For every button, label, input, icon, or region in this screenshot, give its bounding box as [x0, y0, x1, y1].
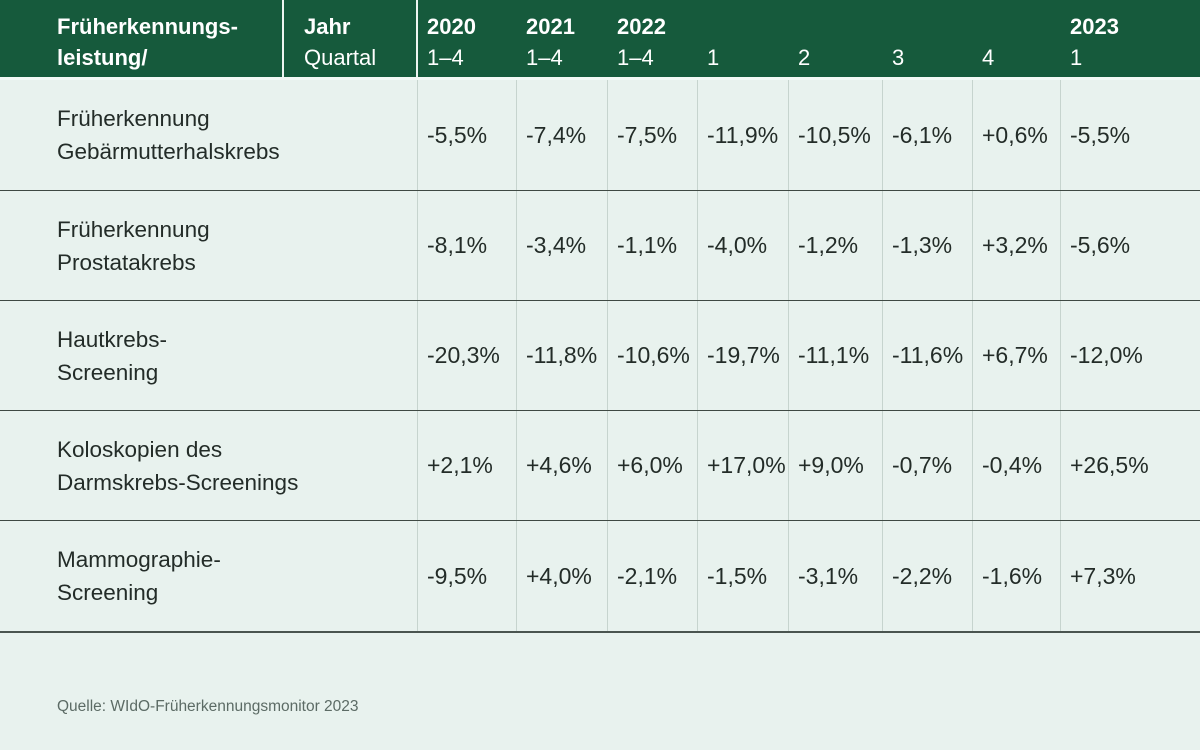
value-cell: -11,8%	[516, 301, 607, 410]
row-label: Hautkrebs- Screening	[0, 301, 417, 410]
source-note: Quelle: WIdO-Früherkennungsmonitor 2023	[57, 698, 359, 715]
header-divider-2	[416, 0, 418, 77]
table-row: Früherkennung Prostatakrebs -8,1% -3,4% -1,1…	[0, 190, 1200, 300]
year-label: 2020	[427, 14, 476, 39]
value-cell: -1,3%	[882, 191, 972, 300]
value-cell: +9,0%	[788, 411, 882, 520]
row-label: Mammographie- Screening	[0, 521, 417, 631]
value-cell: -7,5%	[607, 80, 697, 190]
header-jahr-label: Jahr	[304, 14, 351, 39]
quarter-label: 1–4	[526, 45, 563, 70]
row-label-line: Screening	[57, 580, 159, 605]
quarter-label: 1–4	[617, 45, 654, 70]
year-label	[892, 11, 972, 42]
header-leistung-line1: Früherkennungs-	[57, 14, 238, 39]
value-cell: -11,9%	[697, 80, 788, 190]
quarter-label: 3	[892, 45, 905, 70]
value-cell: -10,6%	[607, 301, 697, 410]
row-label: Früherkennung Prostatakrebs	[0, 191, 417, 300]
table-body: Früherkennung Gebärmutterhalskrebs -5,5% -7…	[0, 80, 1200, 633]
value-cell: -5,5%	[1060, 80, 1200, 190]
row-label-line: Früherkennung	[57, 216, 210, 242]
quarter-label: 1	[707, 45, 720, 70]
value-cell: -11,1%	[788, 301, 882, 410]
header-period-cell: 2022 1–4	[607, 0, 697, 77]
year-label: 2021	[526, 14, 575, 39]
value-cell: -9,5%	[417, 521, 516, 631]
value-cell: -0,7%	[882, 411, 972, 520]
header-divider-1	[282, 0, 284, 77]
header-period-cell: 4	[972, 0, 1060, 77]
row-label-line: Darmskrebs-Screenings	[57, 469, 299, 495]
value-cell: +17,0%	[697, 411, 788, 520]
table-row: Koloskopien des Darmskrebs-Screenings +2,1…	[0, 410, 1200, 520]
value-cell: -2,2%	[882, 521, 972, 631]
header-leistung-line2: leistung/	[57, 45, 148, 70]
quarter-label: 1	[1070, 45, 1083, 70]
value-cell: +0,6%	[972, 80, 1060, 190]
value-cell: -6,1%	[882, 80, 972, 190]
year-label	[707, 11, 788, 42]
row-label-line: Prostatakrebs	[57, 249, 196, 275]
header-quartal-label: Quartal	[304, 45, 377, 70]
year-label: 2023	[1070, 14, 1119, 39]
table-row: Früherkennung Gebärmutterhalskrebs -5,5% -7…	[0, 80, 1200, 190]
year-label	[798, 11, 882, 42]
header-period-cell: 2023 1	[1060, 0, 1200, 77]
value-cell: -19,7%	[697, 301, 788, 410]
value-cell: -3,4%	[516, 191, 607, 300]
header-period-cell: 1	[697, 0, 788, 77]
value-cell: -20,3%	[417, 301, 516, 410]
value-cell: -1,1%	[607, 191, 697, 300]
value-cell: -1,5%	[697, 521, 788, 631]
value-cell: -3,1%	[788, 521, 882, 631]
value-cell: +26,5%	[1060, 411, 1200, 520]
header-period-cell: 2021 1–4	[516, 0, 607, 77]
table-header: Früherkennungs- leistung/ Jahr Quartal 2…	[0, 0, 1200, 80]
value-cell: +6,7%	[972, 301, 1060, 410]
value-cell: +6,0%	[607, 411, 697, 520]
value-cell: -8,1%	[417, 191, 516, 300]
row-label-line: Hautkrebs-	[57, 326, 168, 352]
header-period-cell: 3	[882, 0, 972, 77]
value-cell: +4,6%	[516, 411, 607, 520]
value-cell: +3,2%	[972, 191, 1060, 300]
value-cell: -1,6%	[972, 521, 1060, 631]
row-label: Früherkennung Gebärmutterhalskrebs	[0, 80, 417, 190]
row-label-line: Mammographie-	[57, 547, 221, 572]
value-cell: -12,0%	[1060, 301, 1200, 410]
quarter-label: 1–4	[427, 45, 464, 70]
table-row: Hautkrebs- Screening -20,3% -11,8% -10,6% -19…	[0, 300, 1200, 410]
header-period-cell: 2	[788, 0, 882, 77]
header-cell-jahr-quartal: Jahr Quartal	[283, 0, 417, 77]
value-cell: +4,0%	[516, 521, 607, 631]
value-cell: +7,3%	[1060, 521, 1200, 631]
value-cell: -4,0%	[697, 191, 788, 300]
quarter-label: 4	[982, 45, 995, 70]
row-label-line: Gebärmutterhalskrebs	[57, 139, 280, 164]
table-row: Mammographie- Screening -9,5% +4,0% -2,1% -1,…	[0, 520, 1200, 633]
value-cell: -1,2%	[788, 191, 882, 300]
value-cell: -0,4%	[972, 411, 1060, 520]
row-label-line: Screening	[57, 359, 159, 385]
header-cell-leistung: Früherkennungs- leistung/	[0, 0, 283, 77]
year-label: 2022	[617, 14, 666, 39]
value-cell: -2,1%	[607, 521, 697, 631]
row-label-line: Früherkennung	[57, 106, 210, 131]
row-label-line: Koloskopien des	[57, 436, 223, 462]
value-cell: -11,6%	[882, 301, 972, 410]
value-cell: -5,5%	[417, 80, 516, 190]
value-cell: +2,1%	[417, 411, 516, 520]
value-cell: -10,5%	[788, 80, 882, 190]
quarter-label: 2	[798, 45, 811, 70]
year-label	[982, 11, 1060, 42]
row-label: Koloskopien des Darmskrebs-Screenings	[0, 411, 417, 520]
header-period-cell: 2020 1–4	[417, 0, 516, 77]
value-cell: -5,6%	[1060, 191, 1200, 300]
value-cell: -7,4%	[516, 80, 607, 190]
